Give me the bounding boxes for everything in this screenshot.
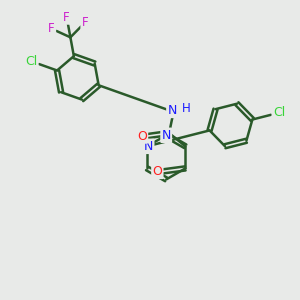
Text: F: F	[63, 11, 70, 24]
Text: Cl: Cl	[25, 55, 38, 68]
Text: Cl: Cl	[273, 106, 285, 119]
Text: O: O	[152, 165, 162, 178]
Text: F: F	[82, 16, 88, 29]
Text: N: N	[161, 129, 171, 142]
Text: H: H	[182, 102, 190, 115]
Text: N: N	[167, 104, 177, 117]
Text: F: F	[48, 22, 55, 35]
Text: N: N	[144, 140, 153, 153]
Text: O: O	[137, 130, 147, 142]
